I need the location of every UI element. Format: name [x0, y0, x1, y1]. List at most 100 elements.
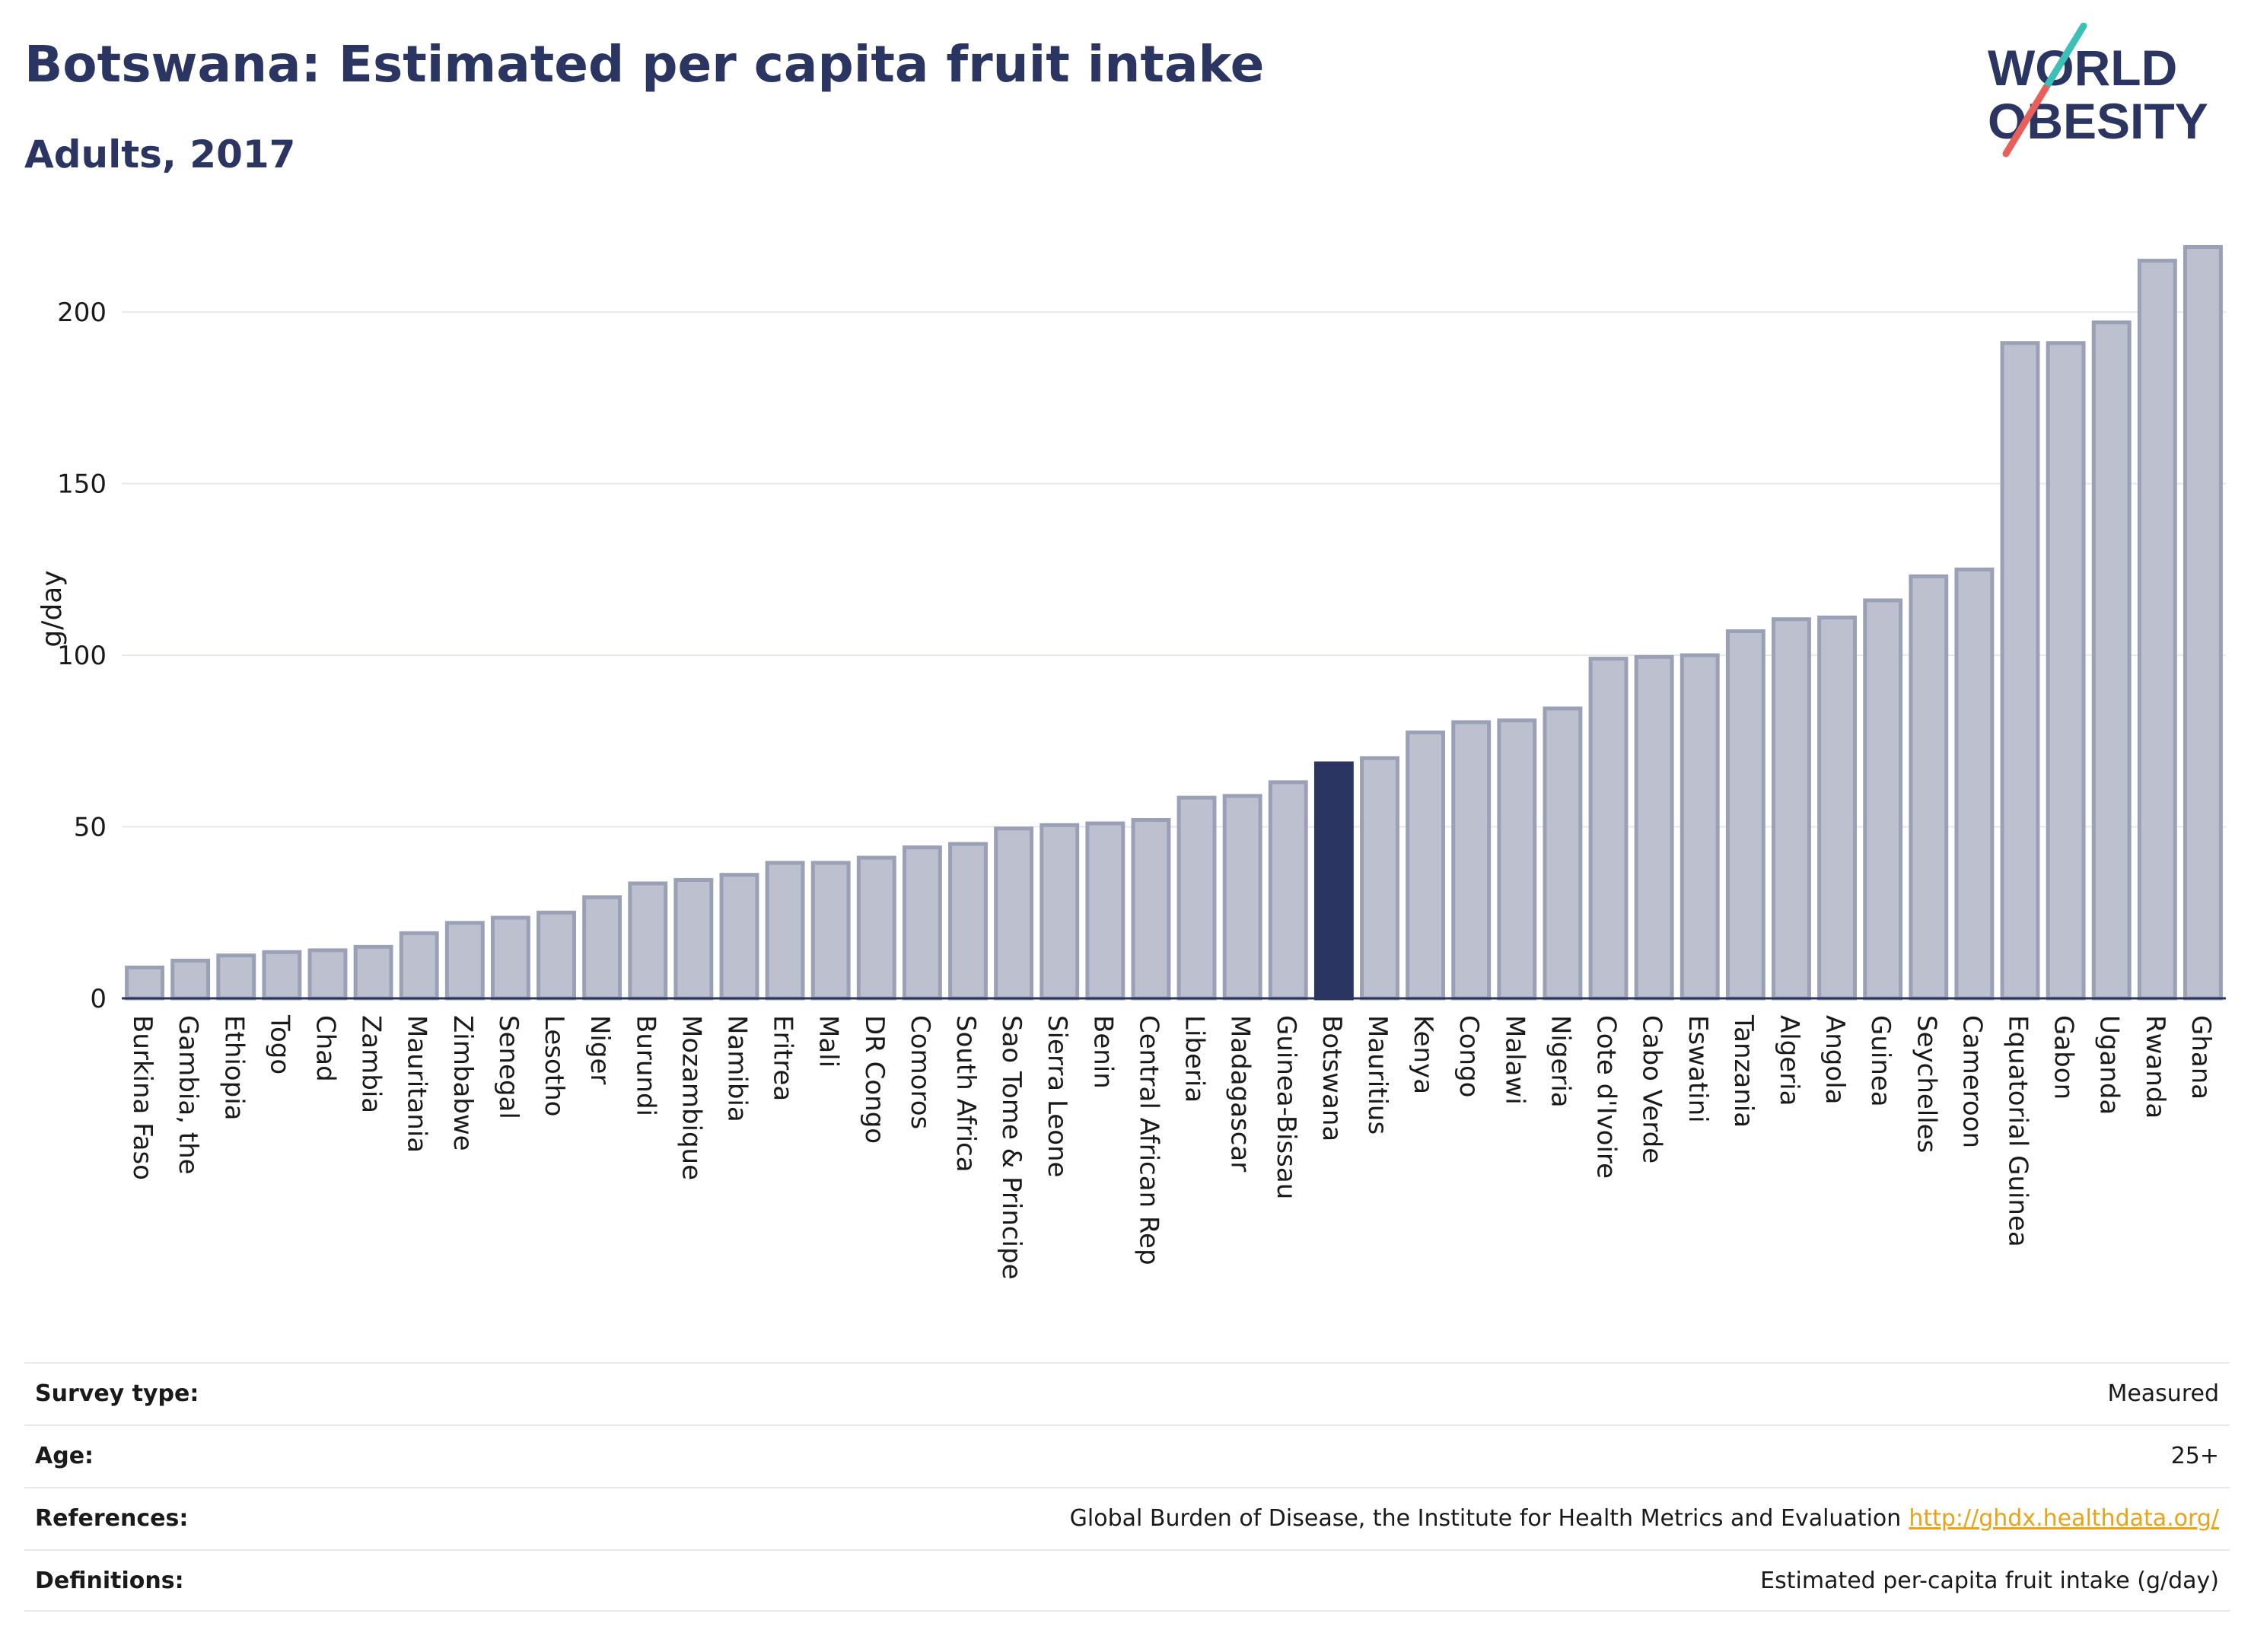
x-tick-label: Kenya	[1408, 1015, 1438, 1094]
logo-teal-slash	[2042, 23, 2087, 92]
x-tick-label: Mali	[813, 1015, 844, 1068]
bar-chart: 0 50 100 150 200 Burkina Faso Gambia, the Ethio…	[37, 245, 2226, 1280]
bar-algeria	[1772, 617, 1811, 1001]
x-tick-label: Mauritania	[402, 1015, 432, 1153]
x-tick-label: Niger	[584, 1015, 615, 1084]
bar-kenya	[1406, 731, 1446, 1001]
x-tick-label: Chad	[310, 1015, 340, 1082]
x-tick-label: Nigeria	[1545, 1015, 1575, 1108]
x-tick-label: Cameroon	[1956, 1015, 1987, 1148]
info-row: Survey type: Measured	[24, 1362, 2230, 1424]
bar-uganda	[2091, 320, 2132, 1001]
bar-eswatini	[1679, 653, 1720, 1001]
y-tick-label: 0	[90, 984, 107, 1014]
x-tick-label: Equatorial Guinea	[2003, 1015, 2033, 1247]
bar-comoros	[902, 845, 942, 1001]
x-tick-label: Angola	[1820, 1015, 1850, 1104]
y-tick-label: 200	[57, 298, 107, 328]
bar-sierra-leone	[1040, 823, 1080, 1001]
logo-red-slash	[2002, 84, 2049, 158]
bar-sao-tome-principe	[994, 826, 1034, 1001]
bar-south-africa	[948, 842, 988, 1001]
x-tick-label: Ghana	[2186, 1015, 2216, 1100]
x-tick-label: DR Congo	[859, 1015, 890, 1144]
bar-liberia	[1176, 795, 1217, 1001]
bar-burkina-faso	[125, 965, 164, 1001]
x-tick-label: Zimbabwe	[447, 1015, 478, 1151]
x-tick-label: Gambia, the	[173, 1015, 203, 1175]
x-tick-label: Uganda	[2094, 1015, 2125, 1115]
bar-zambia	[353, 944, 393, 1001]
x-tick-label: Togo	[264, 1014, 295, 1074]
bar-benin	[1085, 821, 1126, 1001]
info-label: Definitions:	[35, 1568, 184, 1594]
x-tick-label: Algeria	[1774, 1015, 1804, 1106]
y-tick-label: 150	[57, 469, 107, 500]
x-tick-label: Sao Tome & Principe	[996, 1015, 1027, 1280]
x-tick-label: Cote d'Ivoire	[1591, 1015, 1622, 1179]
x-tick-label: Benin	[1087, 1015, 1118, 1089]
info-value: Measured	[2107, 1380, 2219, 1407]
bar-zimbabwe	[444, 921, 485, 1001]
bar-niger	[582, 895, 622, 1001]
axes: 0 50 100 150 200 Burkina Faso Gambia, the Ethio…	[57, 298, 2226, 1280]
x-tick-label: Eritrea	[768, 1015, 798, 1101]
bar-cabo-verde	[1634, 654, 1674, 1001]
info-label: References:	[35, 1505, 189, 1532]
info-row: References: Global Burden of Disease, the…	[24, 1487, 2230, 1549]
x-tick-label: Guinea	[1865, 1015, 1896, 1107]
x-tick-label: Gabon	[2049, 1015, 2079, 1100]
info-value: Estimated per-capita fruit intake (g/day…	[1760, 1568, 2219, 1594]
bar-botswana	[1313, 761, 1354, 1001]
bar-rwanda	[2137, 259, 2177, 1001]
bar-chad	[307, 948, 348, 1001]
x-tick-label: Lesotho	[539, 1015, 569, 1116]
x-tick-label: Eswatini	[1683, 1015, 1713, 1123]
x-tick-label: Tanzania	[1728, 1014, 1759, 1128]
bar-guinea-bissau	[1268, 780, 1308, 1001]
bar-central-african-rep	[1131, 818, 1171, 1001]
x-tick-label: Rwanda	[2140, 1015, 2170, 1119]
bar-mali	[810, 861, 851, 1001]
bar-mozambique	[673, 877, 714, 1001]
bar-togo	[262, 950, 302, 1001]
info-label: Age:	[35, 1443, 94, 1469]
y-tick-label: 50	[74, 813, 107, 843]
bar-malawi	[1497, 718, 1537, 1001]
x-tick-label: Namibia	[721, 1015, 752, 1122]
bar-burundi	[628, 881, 668, 1001]
bar-madagascar	[1222, 794, 1262, 1001]
x-tick-label: Madagascar	[1225, 1015, 1256, 1172]
page-title: Botswana: Estimated per capita fruit int…	[24, 35, 1265, 94]
info-label: Survey type:	[35, 1380, 199, 1407]
bar-lesotho	[536, 910, 576, 1001]
info-row: Age: 25+	[24, 1424, 2230, 1487]
info-value-text: 25+	[2170, 1443, 2219, 1469]
x-tick-label: Cabo Verde	[1637, 1015, 1667, 1163]
y-axis-label: g/day	[37, 570, 68, 647]
bar-eritrea	[765, 861, 805, 1001]
x-tick-label: Mozambique	[676, 1015, 706, 1180]
world-obesity-logo: WORLD OBESITY	[1988, 23, 2208, 158]
bars	[125, 245, 2223, 1001]
bar-nigeria	[1543, 706, 1583, 1001]
bar-mauritania	[399, 931, 439, 1001]
x-tick-label: Central African Rep	[1133, 1015, 1164, 1265]
x-tick-label: Congo	[1453, 1015, 1484, 1097]
x-tick-label: Botswana	[1317, 1015, 1347, 1141]
reference-link[interactable]: http://ghdx.healthdata.org/	[1909, 1505, 2219, 1532]
info-value: Global Burden of Disease, the Institute …	[1070, 1505, 2219, 1532]
info-value-text: Measured	[2107, 1380, 2219, 1407]
bar-ghana	[2183, 245, 2223, 1001]
bar-equatorial-guinea	[2000, 341, 2040, 1001]
x-tick-label: Burundi	[630, 1015, 661, 1116]
bar-guinea	[1863, 598, 1903, 1001]
x-tick-label: Guinea-Bissau	[1271, 1015, 1301, 1199]
page-subtitle: Adults, 2017	[24, 132, 296, 177]
bar-cameroon	[1954, 567, 1995, 1001]
bar-gambia-the	[170, 958, 211, 1001]
x-tick-label: Ethiopia	[218, 1015, 249, 1120]
bar-ethiopia	[216, 953, 256, 1001]
bar-mauritius	[1360, 756, 1399, 1001]
x-tick-label: Burkina Faso	[127, 1015, 158, 1180]
